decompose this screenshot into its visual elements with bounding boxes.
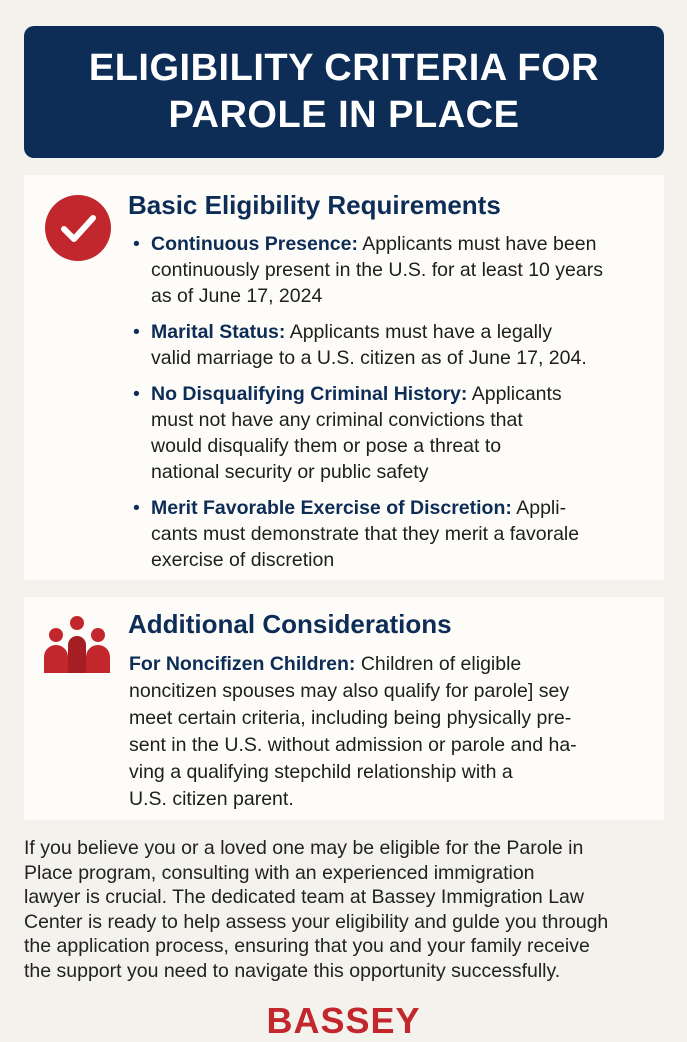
item-text: Appli- cants must demonstrate that they … [151,497,580,571]
family-icon [44,616,110,673]
list-item: Continuous Presence: Applicants must hav… [128,231,658,309]
item-text: Children of eligible noncitizen spouses … [129,653,577,810]
item-text: Applicants must not have any criminal co… [151,383,562,483]
children-paragraph: For Noncifizen Children: Children of eli… [129,651,659,813]
section-heading: Additional Considerations [128,609,452,639]
list-item: Merit Favorable Exercise of Discretion: … [128,495,658,573]
item-text: Applicants must have been continuously p… [151,233,603,307]
basic-requirements-card: Basic Eligibility Requirements Continuou… [24,175,664,580]
item-label: Merit Favorable Exercise of Discretion: [151,497,512,519]
requirements-list: Continuous Presence: Applicants must hav… [128,231,658,583]
item-label: Continuous Presence: [151,233,358,255]
call-to-action-paragraph: If you believe you or a loved one may be… [24,837,609,982]
item-text: Applicants must have a legally valid mar… [151,321,587,369]
list-item: Marital Status: Applicants must have a l… [128,319,658,371]
item-label: No Disqualifying Criminal History: [151,383,468,405]
check-circle-icon [45,195,111,261]
item-label: Marital Status: [151,321,286,343]
item-label: For Noncifizen Children: [129,653,356,675]
list-item: No Disqualifying Criminal History: Appli… [128,381,658,485]
additional-considerations-card: Additional Considerations For Noncifizen… [24,597,664,820]
page-title: ELIGIBILITY CRITERIA FOR PAROLE IN PLACE [88,47,600,136]
section-heading: Basic Eligibility Requirements [128,190,501,220]
bassey-logo: BASSEY [266,1000,421,1041]
title-banner: ELIGIBILITY CRITERIA FOR PAROLE IN PLACE [24,26,664,158]
